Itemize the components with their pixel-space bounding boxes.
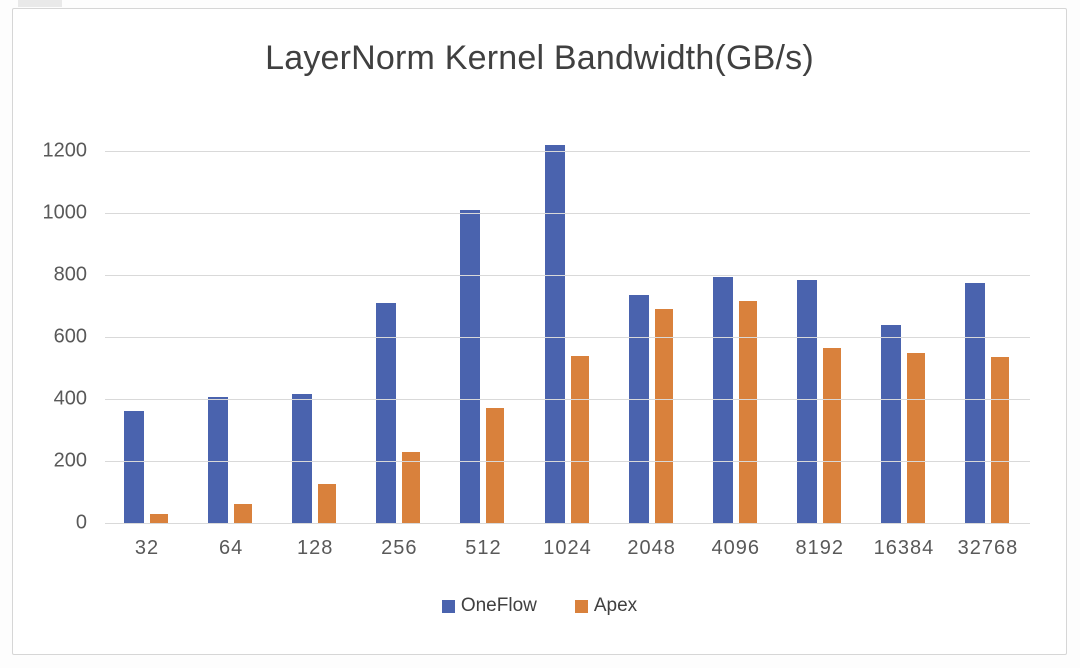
- bar-oneflow-8192: [796, 279, 817, 523]
- x-tick-label-2048: 2048: [627, 537, 676, 559]
- bar-apex-4096: [738, 301, 757, 523]
- bar-oneflow-128: [292, 394, 313, 523]
- x-axis: 32 64 128 256 512 1024 2048 4096 8192 16384 32768: [105, 537, 1030, 560]
- bar-oneflow-32: [124, 411, 145, 523]
- y-tick-label-800: 800: [53, 263, 87, 286]
- x-tick-label-128: 128: [297, 537, 334, 559]
- legend-item-oneflow: OneFlow: [441, 595, 537, 617]
- bar-oneflow-16384: [880, 324, 901, 523]
- gridline-200: [105, 461, 1030, 462]
- gridline-1000: [105, 213, 1030, 214]
- bar-apex-1024: [570, 355, 589, 523]
- bar-group-8192: [778, 151, 862, 523]
- gridline-600: [105, 337, 1030, 338]
- plot-area: [105, 144, 1030, 524]
- bar-oneflow-1024: [544, 144, 565, 523]
- legend-label: Apex: [593, 595, 638, 616]
- bar-group-32768: [946, 151, 1030, 523]
- gridline-800: [105, 275, 1030, 276]
- bar-oneflow-512: [460, 209, 481, 523]
- legend-swatch-icon: [441, 599, 455, 613]
- y-tick-label-200: 200: [53, 449, 87, 472]
- bar-group-512: [441, 151, 525, 523]
- bar-groups: [105, 144, 1030, 523]
- y-axis: 0 200 400 600 800 1000 1200: [13, 140, 93, 534]
- y-tick-label-400: 400: [53, 387, 87, 410]
- chart-card: LayerNorm Kernel Bandwidth(GB/s) 0 200 400…: [12, 8, 1067, 655]
- bar-apex-32768: [990, 357, 1009, 523]
- legend: OneFlow Apex: [13, 595, 1066, 617]
- bar-apex-2048: [654, 309, 673, 523]
- y-tick-label-1200: 1200: [42, 139, 88, 162]
- bar-group-2048: [610, 151, 694, 523]
- x-tick-label-32768: 32768: [957, 537, 1019, 559]
- gridline-1200: [105, 151, 1030, 152]
- x-tick-label-256: 256: [381, 537, 418, 559]
- bar-apex-64: [234, 504, 253, 523]
- bar-oneflow-64: [208, 397, 229, 523]
- x-tick-label-32: 32: [134, 537, 160, 559]
- x-tick-label-4096: 4096: [711, 537, 760, 559]
- legend-swatch-icon: [574, 599, 588, 613]
- bar-group-256: [357, 151, 441, 523]
- screenshot-edge-artifact: [18, 0, 62, 7]
- chart-title: LayerNorm Kernel Bandwidth(GB/s): [265, 39, 814, 77]
- bar-oneflow-256: [376, 302, 397, 523]
- legend-item-apex: Apex: [574, 595, 638, 617]
- bar-apex-256: [402, 451, 421, 523]
- bar-oneflow-32768: [964, 282, 985, 523]
- legend-label: OneFlow: [460, 595, 537, 616]
- bar-group-128: [273, 151, 357, 523]
- bar-group-32: [105, 151, 189, 523]
- x-tick-label-16384: 16384: [873, 537, 935, 559]
- bar-apex-16384: [906, 352, 925, 523]
- bar-group-16384: [862, 151, 946, 523]
- x-tick-label-512: 512: [465, 537, 502, 559]
- y-tick-label-1000: 1000: [42, 201, 88, 224]
- bar-group-1024: [525, 144, 609, 523]
- bar-group-64: [189, 151, 273, 523]
- gridline-0: [105, 523, 1030, 524]
- bar-apex-512: [486, 408, 505, 523]
- y-tick-label-0: 0: [75, 511, 87, 534]
- y-tick-label-600: 600: [53, 325, 87, 348]
- bar-apex-32: [150, 513, 169, 523]
- x-tick-label-64: 64: [219, 537, 244, 559]
- x-tick-label-1024: 1024: [543, 537, 592, 559]
- gridline-400: [105, 399, 1030, 400]
- x-tick-label-8192: 8192: [795, 537, 845, 559]
- bar-oneflow-2048: [628, 295, 649, 523]
- bar-apex-8192: [822, 347, 841, 523]
- bar-apex-128: [318, 484, 337, 523]
